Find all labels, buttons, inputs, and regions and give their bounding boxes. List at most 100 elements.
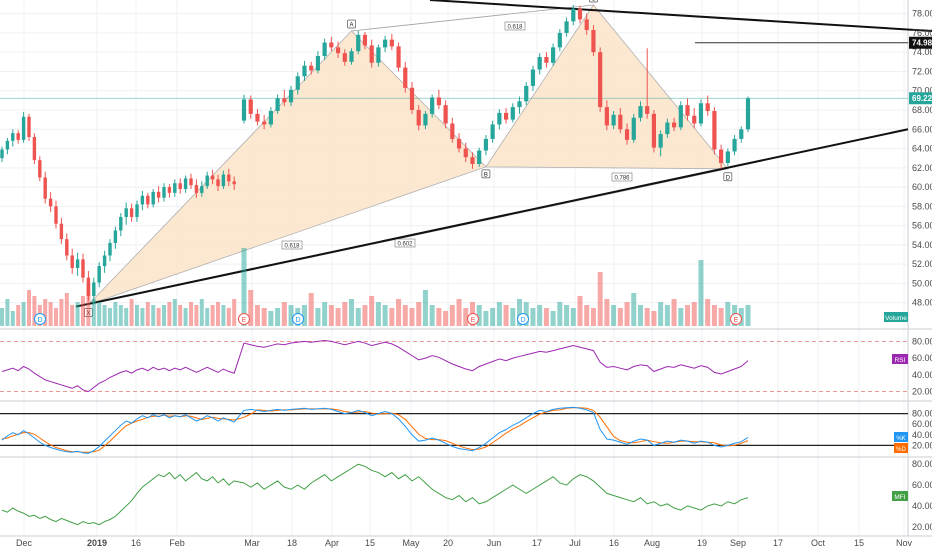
volume-bar: [705, 299, 711, 326]
dividend-marker: [292, 313, 304, 325]
volume-bar: [490, 308, 496, 326]
candle-body: [282, 98, 287, 103]
time-tick-label: 15: [854, 538, 864, 548]
candle-body: [329, 42, 334, 48]
time-tick-label: Sep: [730, 538, 746, 548]
pattern-point-box: [589, 0, 598, 3]
volume-bar: [32, 296, 37, 326]
candle-body: [443, 105, 448, 124]
pattern-point-label: A: [350, 22, 354, 28]
candle-body: [65, 239, 69, 256]
candle-body: [470, 157, 475, 164]
volume-bar: [210, 305, 215, 326]
candle-body: [396, 46, 401, 68]
volume-label: Volume: [885, 315, 907, 322]
rsi-tick-label: 40.00: [912, 370, 932, 380]
candle-body: [43, 177, 47, 199]
volume-bar: [156, 308, 161, 326]
price-tick-label: 50.00: [912, 278, 932, 288]
price-tick-label: 48.00: [912, 298, 932, 308]
candle-body: [124, 208, 128, 217]
volume-bar: [221, 305, 226, 326]
pattern-point-label: D: [726, 175, 731, 181]
candle-body: [288, 89, 294, 103]
volume-bar: [375, 302, 381, 326]
time-tick-label: 19: [697, 538, 707, 548]
pattern-point-box: [481, 169, 491, 179]
candle-body: [38, 160, 42, 178]
volume-bar: [402, 305, 408, 326]
candle-body: [119, 216, 123, 231]
candle-body: [611, 114, 616, 126]
volume-bar: [322, 302, 328, 326]
candle-body: [156, 191, 161, 198]
candle-body: [477, 150, 482, 164]
price-tick-label: 64.00: [912, 144, 932, 154]
volume-tag: [884, 312, 908, 322]
candle-body: [262, 121, 267, 125]
volume-bar: [483, 311, 489, 326]
volume-bar: [308, 293, 314, 326]
ratio-bc: 0.618: [507, 25, 523, 31]
rsi-line: [1, 340, 749, 393]
price-tick-label: 58.00: [912, 201, 932, 211]
candle-body: [241, 99, 247, 121]
stoch-d-label: %D: [896, 447, 906, 453]
candle-body: [692, 115, 697, 124]
stoch-tick-label: 80.00: [912, 409, 932, 419]
stoch-d-line: [1, 407, 749, 453]
volume-bar: [409, 308, 415, 326]
candle-body: [194, 185, 199, 193]
candle-body: [349, 51, 354, 62]
candle-body: [315, 56, 321, 71]
volume-bar: [167, 302, 172, 326]
time-tick-label: May: [402, 538, 420, 548]
volume-bar: [178, 305, 183, 326]
volume-bar: [685, 305, 691, 326]
pattern-point-box: [723, 172, 733, 182]
candle-body: [671, 122, 677, 128]
candle-body: [227, 174, 231, 182]
candle-body: [463, 148, 468, 158]
volume-bar: [183, 308, 188, 326]
volume-bar: [698, 260, 704, 326]
dividend-marker: [517, 313, 529, 325]
volume-bar: [624, 302, 630, 326]
candle-body: [678, 105, 683, 128]
stoch-tick-label: 20.00: [912, 440, 932, 450]
candle-body: [248, 99, 253, 114]
candle-body: [302, 65, 307, 77]
mfi-tick-label: 60.00: [912, 480, 932, 490]
time-tick-label: Aug: [644, 538, 660, 548]
volume-bar: [476, 305, 482, 326]
ratio-bc-box: [504, 21, 526, 31]
stoch-k-line: [1, 406, 749, 454]
candle-body: [0, 149, 4, 159]
price-tick-label: 74.00: [912, 47, 932, 57]
volume-bar: [718, 308, 724, 326]
candle-body: [524, 85, 529, 102]
mfi-label: MFI: [894, 494, 905, 501]
volume-bar: [151, 305, 156, 326]
volume-bar: [70, 305, 75, 326]
candle-body: [631, 117, 636, 140]
price-tick-label: 70.00: [912, 86, 932, 96]
last-price-value: 69.22: [912, 94, 932, 103]
time-tick-label: 16: [609, 538, 619, 548]
time-tick-label: 17: [532, 538, 542, 548]
volume-bar: [113, 302, 118, 326]
candle-body: [5, 140, 10, 150]
event-marker-label: D: [295, 317, 300, 324]
stoch-tick-label: 60.00: [912, 419, 932, 429]
candle-body: [200, 186, 204, 193]
marked-level-value: 74.98: [912, 39, 932, 48]
candle-body: [739, 129, 744, 139]
time-tick-label: 18: [287, 538, 297, 548]
upper-trendline: [429, 0, 932, 32]
candle-body: [456, 138, 462, 149]
candle-body: [436, 97, 441, 106]
volume-bar: [349, 299, 355, 326]
volume-bar: [651, 311, 657, 326]
